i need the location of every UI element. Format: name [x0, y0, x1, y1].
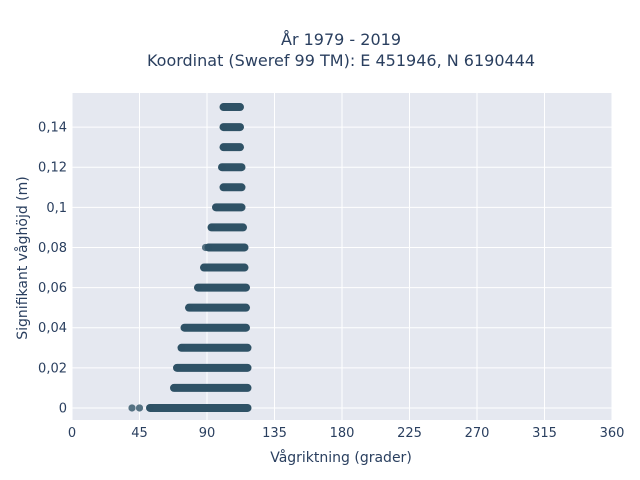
- y-tick-label: 0,1: [46, 201, 67, 216]
- y-tick-label: 0,12: [38, 161, 67, 176]
- data-point: [218, 163, 226, 171]
- x-tick-label: 225: [397, 426, 422, 441]
- y-tick-label: 0,04: [38, 321, 67, 336]
- data-point-outlier: [135, 404, 144, 412]
- data-point: [212, 203, 220, 211]
- x-tick-label: 135: [262, 426, 287, 441]
- scatter-points: [128, 103, 252, 412]
- chart-title-line1: År 1979 - 2019: [281, 30, 401, 49]
- data-point: [219, 183, 228, 191]
- data-point: [173, 364, 181, 372]
- x-tick-label: 0: [68, 426, 76, 441]
- data-point-outlier: [128, 404, 136, 412]
- data-point: [146, 404, 154, 412]
- data-point: [200, 263, 208, 272]
- chart-title-line2: Koordinat (Sweref 99 TM): E 451946, N 61…: [147, 51, 535, 70]
- y-axis-title: Signifikant våghöjd (m): [14, 176, 31, 339]
- data-point: [185, 304, 193, 312]
- x-axis-title: Vågriktning (grader): [270, 449, 412, 466]
- x-tick-label: 45: [131, 426, 148, 441]
- x-tick-label: 90: [199, 426, 216, 441]
- data-point: [177, 344, 186, 352]
- x-tick-label: 360: [600, 426, 625, 441]
- data-point: [170, 384, 178, 392]
- x-tick-label: 180: [330, 426, 355, 441]
- x-axis-ticks: 0 45 90 135 180 225 270 315 360: [68, 426, 625, 441]
- y-axis-ticks: 0 0,02 0,04 0,06 0,08 0,1 0,12 0,14: [38, 121, 67, 417]
- grid: [71, 93, 613, 420]
- data-point: [219, 143, 228, 151]
- y-tick-label: 0,06: [38, 281, 67, 296]
- y-tick-label: 0: [59, 401, 67, 416]
- y-tick-label: 0,14: [38, 121, 67, 136]
- data-point: [180, 324, 189, 332]
- y-tick-label: 0,02: [38, 361, 67, 376]
- x-tick-label: 270: [465, 426, 490, 441]
- y-tick-label: 0,08: [38, 241, 67, 256]
- data-point: [207, 223, 216, 232]
- data-point: [194, 283, 202, 292]
- data-point: [219, 123, 228, 131]
- data-point-outlier: [201, 243, 210, 252]
- data-point: [219, 103, 228, 111]
- x-tick-label: 315: [532, 426, 557, 441]
